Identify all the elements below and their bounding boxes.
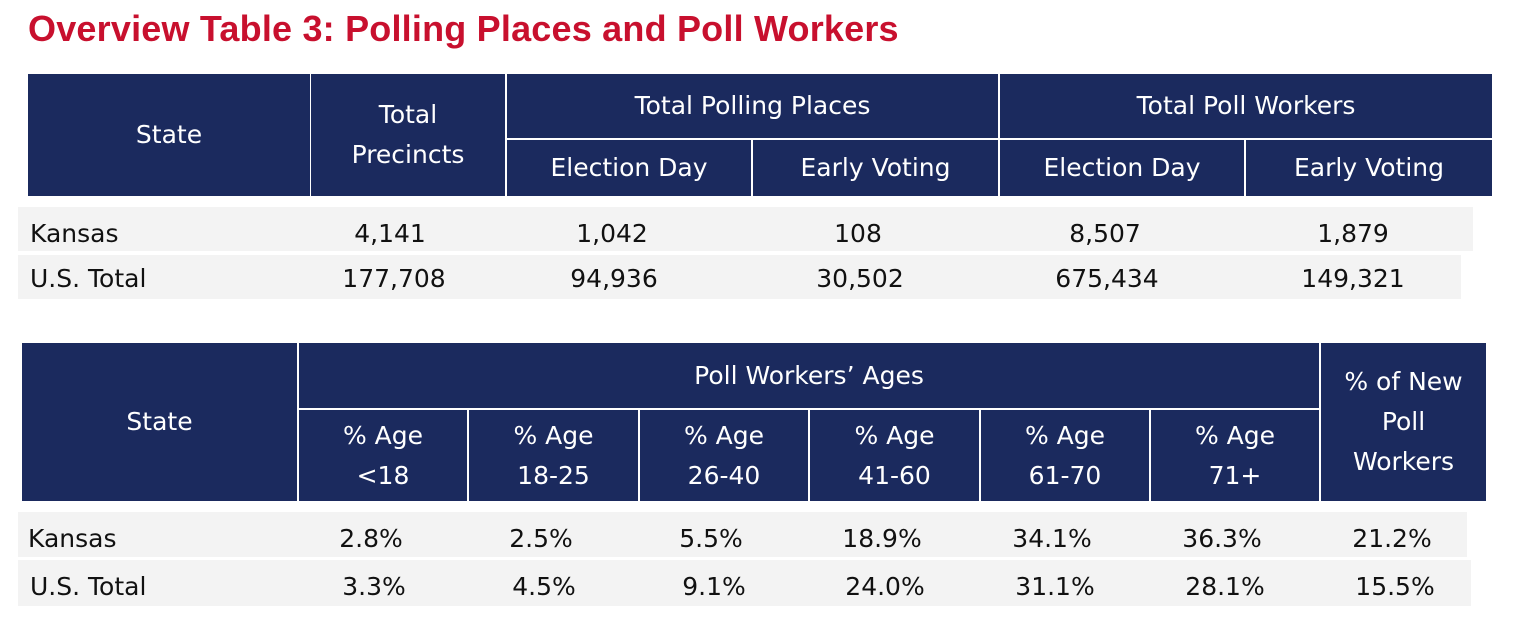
table1-row-stripe xyxy=(18,255,1461,299)
table1-cell-total-precincts: 177,708 xyxy=(342,264,446,293)
table1-cell-pp-election-day: 1,042 xyxy=(576,219,648,248)
table1-header-total-polling-places: Total Polling Places xyxy=(507,74,998,138)
page-title: Overview Table 3: Polling Places and Pol… xyxy=(28,8,899,49)
table2-cell-new-workers: 15.5% xyxy=(1355,572,1435,601)
table1-cell-state: Kansas xyxy=(30,219,119,248)
table2-row-stripe xyxy=(18,560,1471,606)
table1-cell-pw-early-voting: 149,321 xyxy=(1301,264,1405,293)
table2-cell-new-workers: 21.2% xyxy=(1352,524,1432,553)
table2-cell-age-41-60: 18.9% xyxy=(842,524,922,553)
table2-header-age-41-60: % Age 41-60 xyxy=(810,410,979,501)
table2-row-stripe xyxy=(18,512,1467,557)
table1-cell-pp-early-voting: 108 xyxy=(834,219,882,248)
table2-cell-age-61-70: 31.1% xyxy=(1015,572,1095,601)
table2-cell-age-lt18: 2.8% xyxy=(339,524,403,553)
table1-row-stripe xyxy=(18,207,1473,251)
table2-cell-age-lt18: 3.3% xyxy=(342,572,406,601)
table1-cell-pw-early-voting: 1,879 xyxy=(1317,219,1389,248)
table2-cell-state: Kansas xyxy=(28,524,117,553)
table2-cell-age-41-60: 24.0% xyxy=(845,572,925,601)
table2-cell-age-71p: 28.1% xyxy=(1185,572,1265,601)
table2-cell-age-61-70: 34.1% xyxy=(1012,524,1092,553)
table1-header-pw-election-day: Election Day xyxy=(1000,140,1244,196)
table1-cell-pw-election-day: 8,507 xyxy=(1069,219,1141,248)
table2-header-ages-group: Poll Workers’ Ages xyxy=(299,343,1319,408)
table2-cell-state: U.S. Total xyxy=(30,572,147,601)
table2-header-age-61-70: % Age 61-70 xyxy=(981,410,1149,501)
table1-header-total-poll-workers: Total Poll Workers xyxy=(1000,74,1492,138)
table1-header-state: State xyxy=(28,74,310,196)
table2-cell-age-18-25: 2.5% xyxy=(509,524,573,553)
table2-cell-age-26-40: 5.5% xyxy=(679,524,743,553)
table1-header-total-precincts: Total Precincts xyxy=(311,74,505,196)
table2-cell-age-71p: 36.3% xyxy=(1182,524,1262,553)
table1-cell-total-precincts: 4,141 xyxy=(354,219,426,248)
table2-cell-age-26-40: 9.1% xyxy=(682,572,746,601)
table1-cell-pp-election-day: 94,936 xyxy=(570,264,658,293)
table1-cell-state: U.S. Total xyxy=(30,264,147,293)
table2-header-state: State xyxy=(22,343,297,501)
table2-header-age-18-25: % Age 18-25 xyxy=(469,410,638,501)
table1-header-pp-early-voting: Early Voting xyxy=(753,140,998,196)
table1-header-pp-election-day: Election Day xyxy=(507,140,751,196)
table1-cell-pw-election-day: 675,434 xyxy=(1055,264,1159,293)
table2-cell-age-18-25: 4.5% xyxy=(512,572,576,601)
table2-header-age-26-40: % Age 26-40 xyxy=(640,410,808,501)
table2-header-age-71p: % Age 71+ xyxy=(1151,410,1319,501)
table1-header-pw-early-voting: Early Voting xyxy=(1246,140,1492,196)
table1-cell-pp-early-voting: 30,502 xyxy=(816,264,904,293)
table2-header-age-lt18: % Age <18 xyxy=(299,410,467,501)
table2-header-new-workers: % of New Poll Workers xyxy=(1321,343,1486,501)
